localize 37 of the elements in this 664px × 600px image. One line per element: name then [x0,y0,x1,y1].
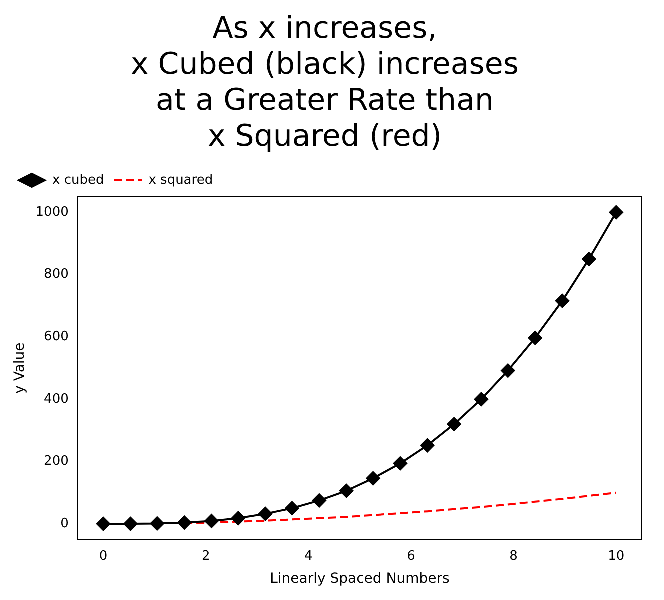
x-tick-label: 6 [407,548,416,564]
point [124,517,138,532]
point [150,516,164,531]
y-axis-title: y Value [12,342,28,394]
x-tick-label: 2 [202,548,210,564]
x-axis-title: Linearly Spaced Numbers [270,571,450,588]
point [582,252,596,266]
y-tick-label: 0 [60,516,69,532]
point [609,206,624,220]
point [312,494,326,508]
point [258,507,273,522]
point [420,438,435,453]
chart-title: As x increases, x Cubed (black) increases at a Greater Rate than x Squared (red) [131,10,519,154]
point [528,331,542,346]
legend-label: x cubed [52,172,104,188]
point [556,294,570,308]
x-tick-label: 0 [99,548,108,564]
y-tick-label: 600 [44,330,69,345]
y-tick-label: 400 [44,392,69,407]
y-tick-label: 800 [44,267,69,282]
point [340,484,354,498]
x-tick-label: 4 [304,548,313,564]
point [178,516,192,530]
x-tick-label: 8 [510,548,518,564]
y-tick-label: 1000 [36,204,69,220]
point [366,472,380,486]
point [393,456,408,471]
point [285,501,300,516]
y-tick-label: 200 [44,454,69,470]
legend-label: x squared [148,172,214,188]
point [501,364,516,378]
point [96,517,111,532]
point [474,392,488,406]
point [447,417,462,432]
x-tick-label: 10 [608,548,625,564]
point [231,511,246,526]
point [204,514,219,528]
